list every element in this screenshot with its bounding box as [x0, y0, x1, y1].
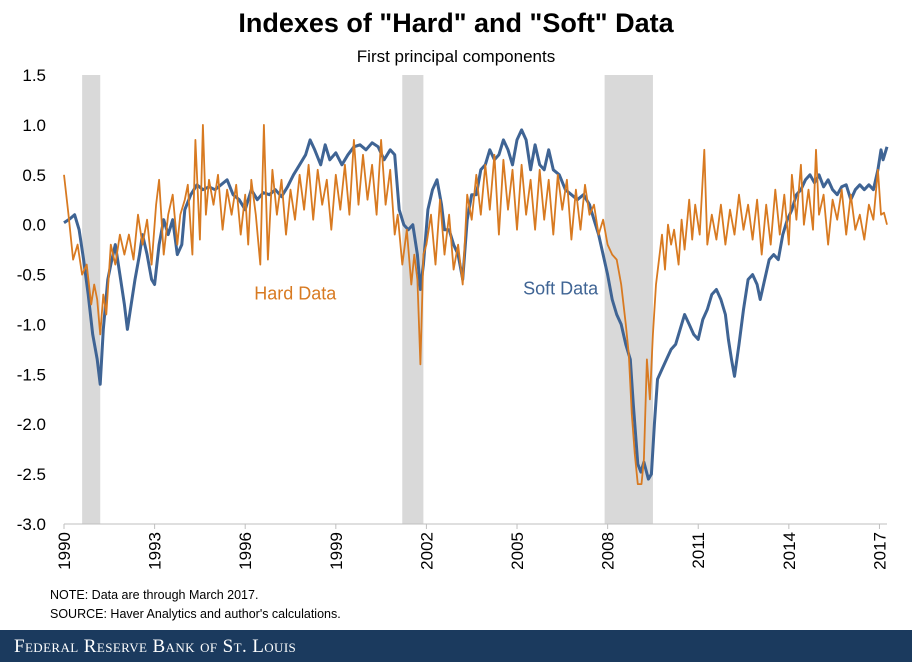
note-text: NOTE: Data are through March 2017.	[50, 588, 259, 602]
recession-bands	[82, 75, 653, 524]
x-tick-label: 1996	[236, 532, 255, 570]
x-tick-label: 2011	[689, 532, 708, 569]
x-tick-label: 2017	[870, 532, 889, 570]
hard-data-label: Hard Data	[254, 284, 337, 304]
series-lines	[63, 124, 889, 485]
y-tick-label: -1.5	[17, 365, 46, 384]
x-tick-label: 2008	[599, 532, 618, 570]
y-tick-label: 0.0	[22, 216, 46, 235]
chart-title: Indexes of "Hard" and "Soft" Data	[238, 8, 674, 38]
soft-data-line	[63, 128, 889, 481]
x-tick-label: 1999	[327, 532, 346, 570]
hard-data-line	[63, 124, 888, 485]
axes: 1.5 1.0 0.5 0.0 -0.5 -1.0 -1.5 -2.0 -2.5 -3.0 1990…	[17, 66, 890, 570]
footer-brand: Federal Reserve Bank of St. Louis	[14, 636, 297, 657]
y-tick-label: -2.0	[17, 415, 46, 434]
soft-data-label: Soft Data	[523, 279, 599, 299]
x-tick-label: 2002	[417, 532, 436, 570]
y-tick-label: -0.5	[17, 266, 46, 285]
chart-subtitle: First principal components	[356, 47, 556, 66]
labels: Hard Data Soft Data	[254, 279, 599, 304]
x-tick-label: 1990	[55, 532, 74, 570]
y-tick-label: 1.5	[22, 66, 46, 85]
recession-band-1	[402, 75, 424, 524]
x-tick-label: 2014	[780, 532, 799, 570]
source-text: SOURCE: Haver Analytics and author's cal…	[50, 607, 341, 621]
line-chart: 1.5 1.0 0.5 0.0 -0.5 -1.0 -1.5 -2.0 -2.5 -3.0 1990…	[17, 66, 890, 570]
x-tick-label: 2005	[508, 532, 527, 570]
y-tick-label: -3.0	[17, 515, 46, 534]
footer-bar: Federal Reserve Bank of St. Louis	[0, 630, 912, 662]
y-tick-label: 1.0	[22, 116, 46, 135]
y-tick-label: 0.5	[22, 166, 46, 185]
y-tick-label: -2.5	[17, 465, 46, 484]
y-tick-label: -1.0	[17, 315, 46, 334]
x-tick-label: 1993	[146, 532, 165, 570]
